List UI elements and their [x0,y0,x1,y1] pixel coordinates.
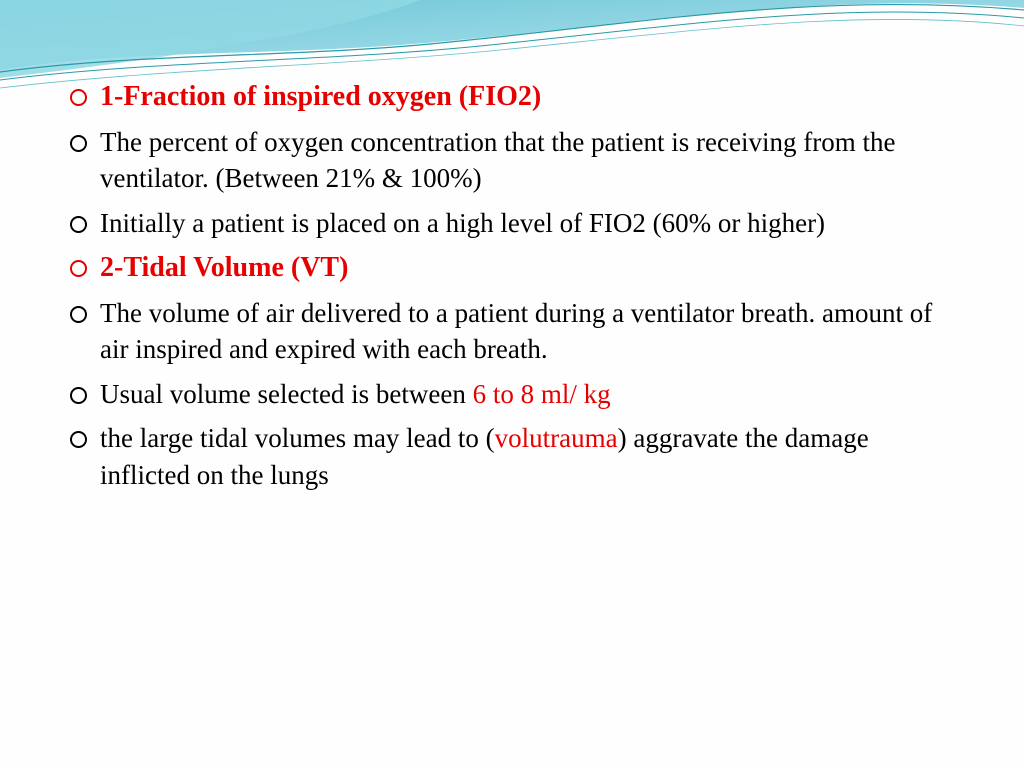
bullet-text-red: 6 to 8 ml/ kg [473,379,611,409]
bullet-text-pre: Usual volume selected is between [100,379,473,409]
bullet-text: Initially a patient is placed on a high … [100,208,825,238]
list-item: 2-Tidal Volume (VT) [70,249,964,287]
bullet-heading: 2-Tidal Volume (VT) [100,252,348,283]
list-item: the large tidal volumes may lead to (vol… [70,420,964,493]
bullet-list: 1-Fraction of inspired oxygen (FIO2) The… [70,78,964,493]
bullet-text-pre: the large tidal volumes may lead to ( [100,423,495,453]
list-item: The volume of air delivered to a patient… [70,295,964,368]
list-item: Initially a patient is placed on a high … [70,205,964,241]
bullet-text: The percent of oxygen concentration that… [100,127,895,193]
bullet-heading: 1-Fraction of inspired oxygen (FIO2) [100,81,541,112]
bullet-text: The volume of air delivered to a patient… [100,298,932,364]
slide-content: 1-Fraction of inspired oxygen (FIO2) The… [70,78,964,501]
list-item: The percent of oxygen concentration that… [70,124,964,197]
list-item: Usual volume selected is between 6 to 8 … [70,376,964,412]
bullet-text-red: volutrauma [495,423,618,453]
list-item: 1-Fraction of inspired oxygen (FIO2) [70,78,964,116]
